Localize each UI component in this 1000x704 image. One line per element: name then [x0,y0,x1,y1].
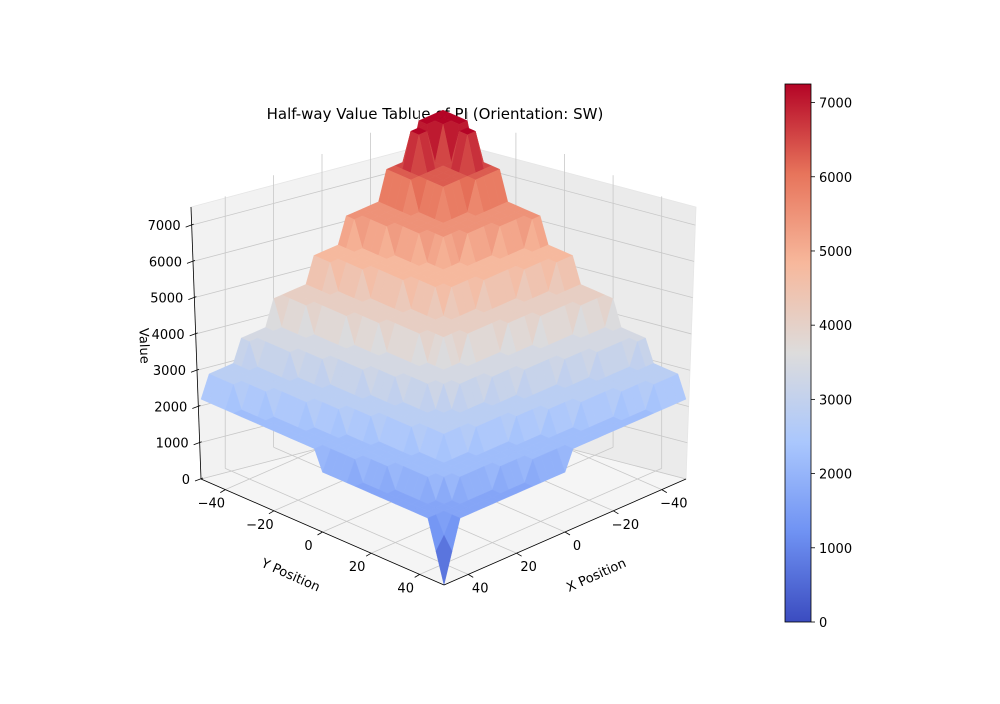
z-tick-label: 4000 [152,328,185,343]
colorbar-tick-label: 3000 [819,393,852,408]
z-tick [189,332,198,337]
y-tick [268,510,275,515]
y-tick-label: −40 [198,497,225,512]
y-tick-label: 40 [397,581,414,596]
x-tick-label: 40 [472,581,489,596]
colorbar-tick-label: 2000 [819,468,852,483]
colorbar-tick-label: 5000 [819,245,852,260]
y-tick [220,489,226,493]
colorbar [784,83,812,623]
z-tick [188,296,197,301]
y-axis-label: Y Position [258,556,322,596]
z-tick-label: 6000 [149,255,182,270]
z-tick [192,405,201,409]
colorbar-tick-label: 4000 [819,319,852,334]
colorbar-tick-label: 1000 [819,542,852,557]
y-tick [317,531,323,536]
x-tick-label: −20 [612,518,639,533]
colorbar-ticks: 0 1000 2000 3000 4000 5000 6000 7000 [811,97,852,631]
z-axis-line [190,206,202,480]
z-tick [190,368,200,373]
x-tick-label: 20 [520,560,537,575]
x-tick [613,510,619,515]
z-tick-label: 0 [182,473,190,488]
y-tick-label: 20 [349,560,366,575]
axis-ticks: 0 1000 2000 3000 4000 5000 6000 7000 −40 −20 0 20 40… [148,219,688,596]
z-tick-label: 2000 [154,400,187,415]
gridline-y-floor [419,468,662,575]
surface-plot [200,109,687,586]
z-axis-label: Value [135,328,151,364]
colorbar-tick-label: 7000 [819,97,852,112]
z-tick [185,223,194,228]
y-tick [365,552,372,557]
z-tick [194,477,204,482]
z-tick-label: 3000 [153,364,186,379]
x-tick [467,574,474,578]
z-tick-label: 7000 [148,219,181,234]
colorbar-tick-label: 6000 [819,171,852,186]
x-tick [564,531,571,536]
x-tick [516,552,522,557]
colorbar-tick-label: 0 [819,616,827,631]
x-axis-label: X Position [564,556,628,596]
y-tick [414,574,420,578]
z-tick-label: 1000 [156,437,189,452]
z-tick [186,260,196,264]
x-tick-label: −40 [660,497,687,512]
x-tick [661,489,668,493]
z-tick [193,441,202,446]
y-tick-label: −20 [246,518,273,533]
z-tick-label: 5000 [150,292,183,307]
y-tick-label: 0 [304,539,312,554]
x-tick-label: 0 [573,539,581,554]
